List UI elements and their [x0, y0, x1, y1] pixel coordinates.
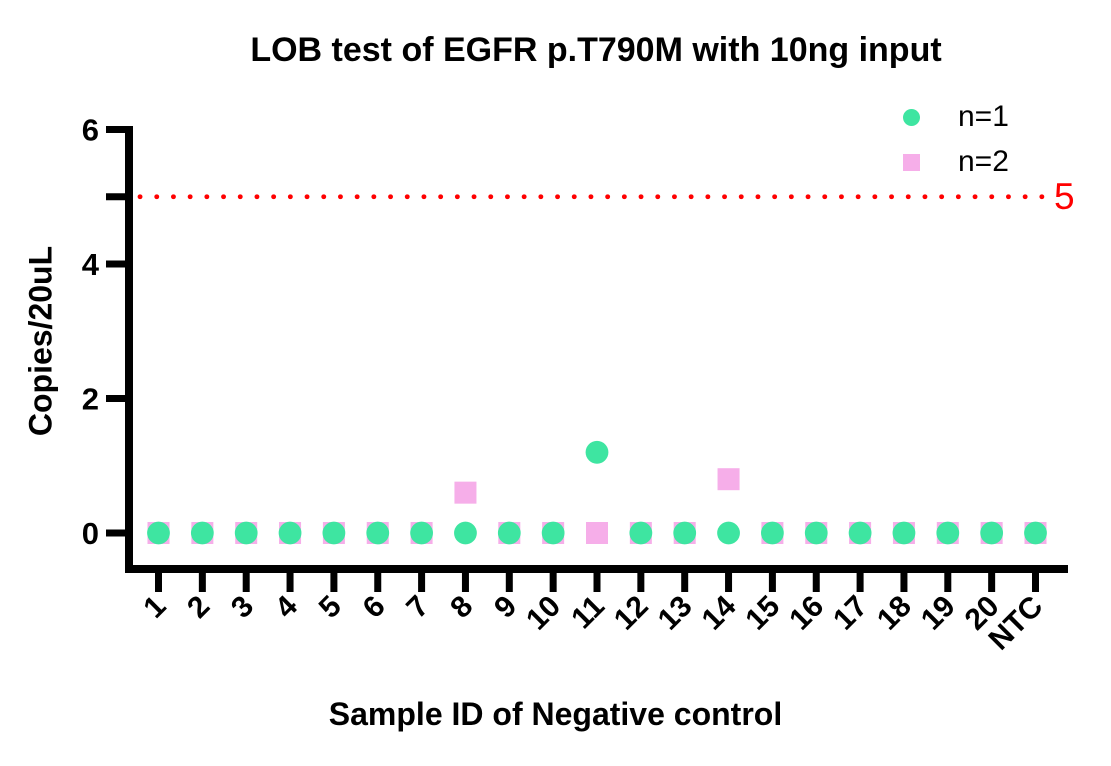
y-tick: [106, 126, 125, 133]
data-point-circle: [936, 521, 960, 545]
x-tick-label: 12: [608, 590, 655, 637]
x-tick-label: 8: [444, 590, 479, 625]
legend-label-n1: n=1: [958, 100, 1009, 133]
y-tick: [106, 260, 125, 268]
chart-title: LOB test of EGFR p.T790M with 10ng input: [250, 31, 942, 69]
x-tick: [637, 573, 645, 592]
x-tick-label: NTC: [983, 590, 1050, 657]
x-tick: [812, 573, 820, 592]
x-tick: [593, 573, 601, 592]
y-tick-label: 6: [82, 113, 99, 148]
x-tick: [681, 573, 689, 592]
x-tick: [768, 573, 776, 592]
data-point-circle: [585, 440, 609, 464]
data-point-square: [586, 522, 608, 544]
x-tick: [549, 573, 557, 592]
legend-square-marker-icon: [903, 153, 920, 171]
data-point-circle: [147, 521, 170, 545]
data-point-circle: [322, 521, 346, 545]
y-tick-label: 0: [82, 516, 99, 551]
x-tick-label: 5: [313, 590, 348, 625]
x-tick: [418, 573, 426, 592]
data-point-square: [454, 481, 477, 504]
x-tick: [725, 573, 733, 592]
x-tick: [286, 573, 294, 592]
legend-item-n2: n=2: [903, 145, 1009, 179]
y-axis-line: [125, 126, 133, 573]
y-tick: [106, 395, 125, 402]
x-tick-label: 17: [827, 590, 874, 637]
data-point-circle: [804, 521, 828, 545]
x-tick: [330, 573, 338, 592]
threshold-label: 5: [1054, 176, 1075, 217]
y-tick-label: 2: [82, 382, 99, 417]
y-tick: [106, 529, 125, 537]
data-point-circle: [848, 521, 872, 545]
data-point-circle: [629, 521, 653, 545]
data-point-circle: [761, 521, 784, 545]
legend-label-n2: n=2: [958, 145, 1009, 178]
x-tick-label: 9: [488, 590, 523, 625]
x-tick-label: 6: [357, 590, 392, 625]
data-point-circle: [410, 521, 433, 545]
data-point-circle: [366, 521, 390, 545]
data-point-circle: [541, 521, 565, 545]
data-point-circle: [980, 521, 1004, 545]
x-tick-label: 14: [696, 589, 743, 636]
x-tick-label: 11: [565, 590, 611, 636]
x-tick: [856, 573, 864, 592]
data-point-circle: [454, 521, 477, 545]
data-point-circle: [717, 521, 740, 545]
x-tick: [505, 573, 513, 592]
data-point-circle: [1024, 521, 1047, 545]
x-tick: [944, 573, 952, 592]
x-tick-label: 19: [915, 590, 962, 637]
x-tick-label: 10: [520, 590, 567, 637]
x-tick: [461, 573, 469, 592]
y-tick-label: 4: [82, 247, 100, 282]
data-point-circle: [497, 521, 521, 545]
x-axis-title: Sample ID of Negative control: [328, 696, 783, 732]
legend-item-n1: n=1: [903, 100, 1009, 134]
data-point-square: [717, 468, 740, 491]
x-tick-label: 15: [739, 590, 786, 637]
legend: n=1 n=2: [903, 100, 1009, 190]
x-tick: [374, 573, 382, 592]
x-tick-label: 13: [652, 590, 699, 637]
x-tick: [242, 573, 250, 592]
x-tick: [1032, 573, 1039, 592]
data-point-circle: [278, 521, 302, 545]
x-tick-label: 3: [225, 590, 260, 625]
data-point-circle: [892, 521, 916, 545]
x-tick-label: 2: [181, 590, 216, 625]
y-tick: [106, 193, 125, 201]
x-axis-line: [125, 565, 1068, 573]
x-tick-label: 1: [137, 590, 172, 625]
data-point-circle: [234, 521, 258, 545]
x-tick-label: 7: [400, 590, 435, 625]
x-tick: [988, 573, 996, 592]
x-tick-label: 4: [269, 589, 304, 624]
x-tick: [155, 573, 162, 592]
data-point-circle: [673, 521, 697, 545]
data-point-circle: [190, 521, 214, 545]
x-tick-label: 18: [871, 590, 918, 637]
x-tick-label: 16: [783, 590, 830, 637]
x-tick: [198, 573, 206, 592]
legend-circle-marker-icon: [903, 108, 920, 126]
x-tick: [900, 573, 908, 592]
